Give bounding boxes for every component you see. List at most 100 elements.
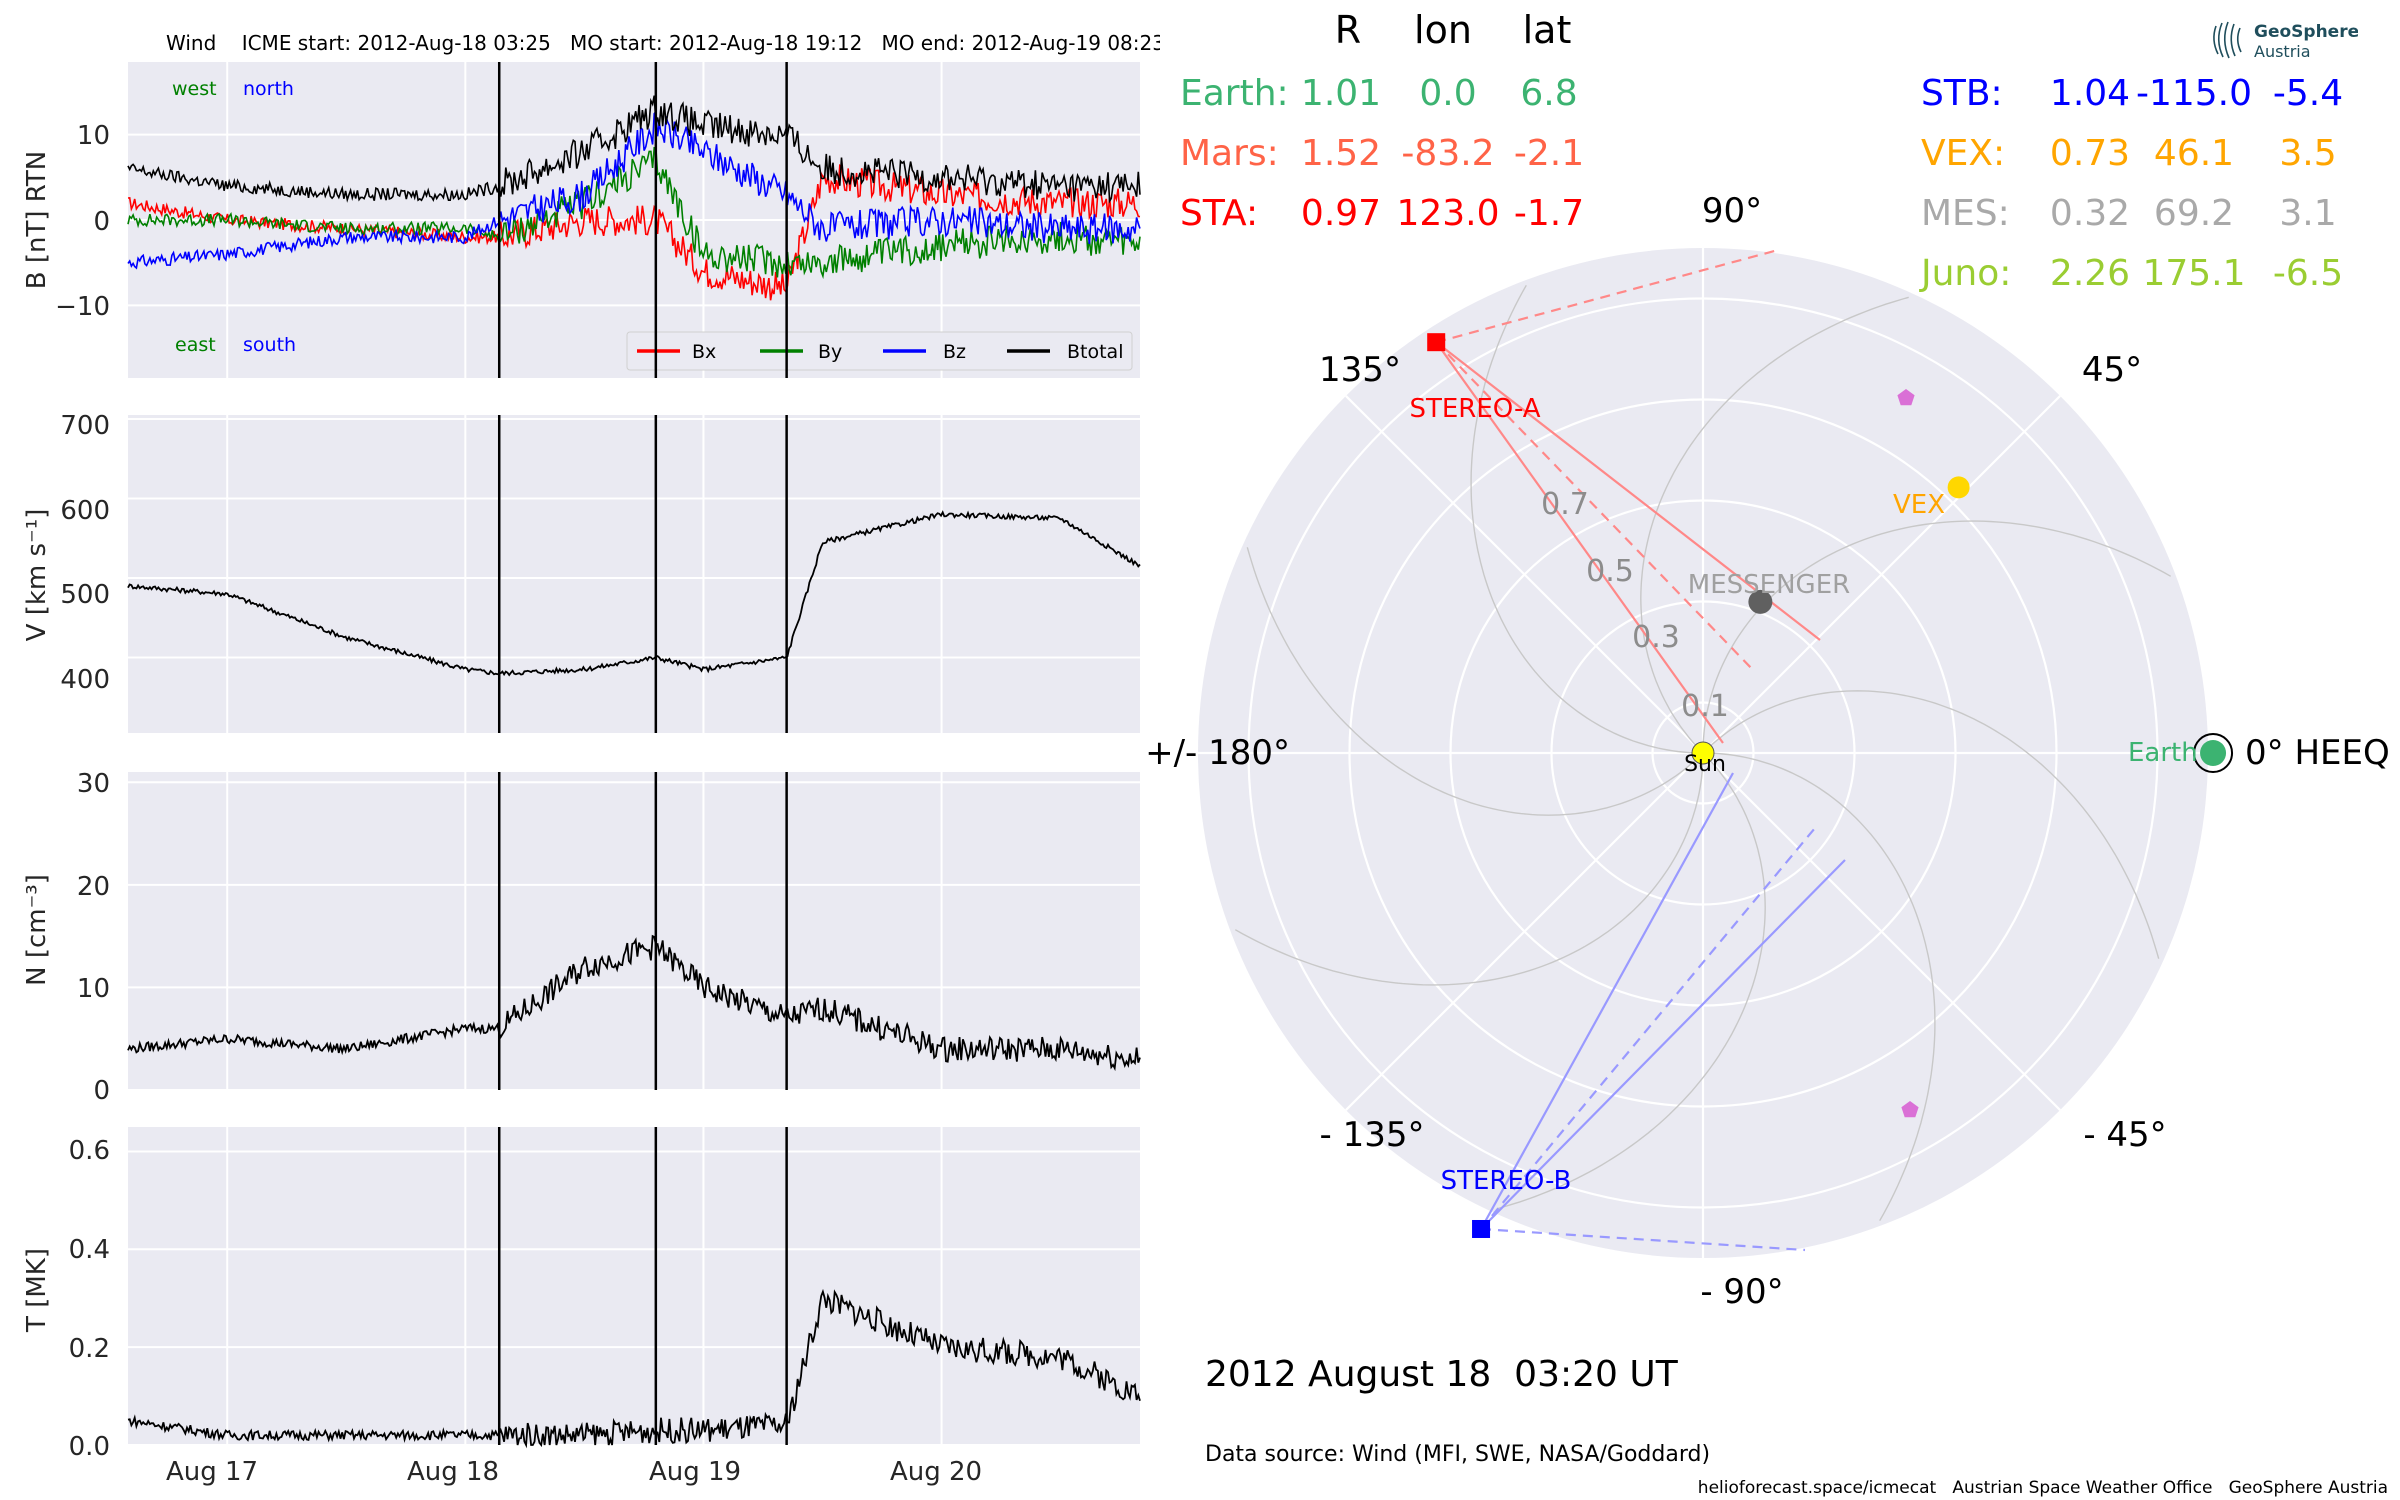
polar-spoke-3 — [1345, 395, 2061, 1111]
table-earth-r: 1.01 — [1301, 73, 1381, 114]
legend-by: By — [818, 341, 842, 363]
table-vex-name: VEX: — [1921, 133, 2005, 174]
footer: helioforecast.space/icmecat Austrian Spa… — [1698, 1478, 2388, 1498]
angle-135: 135° — [1319, 350, 1401, 390]
stb-fov-edge-1 — [1480, 772, 1734, 1230]
polar-bodies — [1427, 333, 2234, 1238]
panel-n-grid — [128, 772, 1140, 1091]
sta-fov-edge-1 — [1435, 341, 1724, 744]
table-left-rows: Earth: 1.01 0.0 6.8 Mars: 1.52 -83.2 -2.1 STA: 0.… — [1180, 73, 1584, 234]
stb-sun-line — [1480, 1227, 1806, 1252]
positions-table: R lon lat Earth: 1.01 0.0 6.8 Mars: 1.52 -83.2… — [1180, 8, 2343, 294]
spiral-lines — [1234, 284, 2172, 1222]
panel-v-series — [127, 510, 1141, 677]
rlabel-07: 0.7 — [1541, 487, 1589, 522]
panel-n-ytick-0: 0 — [93, 1076, 110, 1106]
polar-grid — [1198, 248, 2208, 1258]
table-stb-lat: -5.4 — [2273, 73, 2343, 114]
panel-n-ytick-10: 10 — [77, 974, 110, 1004]
panel-t-ylabel: T [MK] — [22, 1248, 52, 1333]
table-sta-lat: -1.7 — [1514, 193, 1584, 234]
parker-spiral-3 — [1640, 296, 1909, 747]
label-vex: VEX — [1893, 490, 1945, 520]
parker-spiral-0 — [1713, 752, 1936, 1222]
polar-ring-2 — [1449, 499, 1957, 1007]
parker-spiral-1 — [1709, 690, 2160, 959]
panel-b: B [nT] RTN 10 0 −10 west north east sout… — [22, 62, 1141, 378]
angle-45: 45° — [2082, 350, 2142, 390]
series-v-v — [127, 510, 1141, 677]
series-n-n — [127, 934, 1141, 1072]
table-earth-lon: 0.0 — [1419, 73, 1476, 114]
logo-line1: GeoSphere — [2254, 22, 2358, 42]
table-juno-lat: -6.5 — [2273, 253, 2343, 294]
series-b-bz — [127, 109, 1141, 270]
panel-v-ylabel: V [km s⁻¹] — [22, 509, 52, 642]
table-juno-r: 2.26 — [2050, 253, 2130, 294]
table-sta-r: 0.97 — [1301, 193, 1381, 234]
series-t-t — [127, 1288, 1141, 1449]
table-mars-r: 1.52 — [1301, 133, 1381, 174]
table-stb-r: 1.04 — [2050, 73, 2130, 114]
polar-angle-labels: 90° 45° 135° 0° HEEQ +/- 180° - 135° - 4… — [1145, 191, 2390, 1312]
parker-spiral-5 — [1246, 547, 1697, 816]
panel-t-grid — [128, 1127, 1140, 1446]
panel-n-series — [127, 934, 1141, 1072]
angle-m45: - 45° — [2083, 1115, 2166, 1155]
sta-fov-center — [1435, 341, 1756, 673]
panel-v-ytick-400: 400 — [60, 665, 110, 695]
earth-marker — [2200, 740, 2227, 766]
xtick-aug19: Aug 19 — [649, 1457, 741, 1487]
panel-t-ytick-04: 0.4 — [69, 1235, 110, 1265]
stereo-b-marker — [1472, 1219, 1491, 1238]
series-b-btotal — [127, 95, 1141, 204]
table-mes-r: 0.32 — [2050, 193, 2130, 234]
polar-ring-1 — [1550, 600, 1856, 906]
table-right-rows: STB: 1.04 -115.0 -5.4 VEX: 0.73 46.1 3.5 MES: 0.3… — [1919, 73, 2343, 294]
label-earth: Earth — [2128, 738, 2198, 768]
table-earth-lat: 6.8 — [1520, 73, 1577, 114]
sun-outline — [1691, 741, 1715, 765]
messenger-marker — [1748, 589, 1773, 614]
panel-t-ytick-02: 0.2 — [69, 1334, 110, 1364]
parker-spiral-4 — [1470, 284, 1693, 754]
logo-mark-icon — [2213, 21, 2242, 59]
fov-lines — [1435, 248, 1846, 1252]
sun-marker — [1692, 742, 1714, 764]
panel-t-ytick-06: 0.6 — [69, 1136, 110, 1166]
panel-v-ytick-600: 600 — [60, 496, 110, 526]
label-messenger: MESSENGER — [1688, 570, 1850, 600]
sta-sun-line — [1435, 248, 1779, 344]
panel-b-ytick-m10: −10 — [55, 292, 110, 322]
timeseries-figure: B [nT] RTN 10 0 −10 west north east sout… — [22, 31, 1160, 1487]
table-mes-lon: 69.2 — [2154, 193, 2234, 234]
chart-header: Wind ICME start: 2012-Aug-18 03:25 MO st… — [166, 31, 1160, 55]
table-mars-name: Mars: — [1180, 133, 1279, 174]
label-east: east — [175, 334, 216, 356]
table-sta-lon: 123.0 — [1396, 193, 1499, 234]
vex-marker — [1947, 476, 1970, 499]
panel-b-legend: Bx By Bz Btotal — [626, 331, 1133, 371]
angle-0: 0° HEEQ — [2245, 733, 2390, 773]
table-vex-r: 0.73 — [2050, 133, 2130, 174]
pentagon-marker-2 — [1901, 1101, 1919, 1118]
panel-n-ytick-20: 20 — [77, 872, 110, 902]
table-mars-lat: -2.1 — [1514, 133, 1584, 174]
xtick-aug17: Aug 17 — [166, 1457, 258, 1487]
table-mars-lon: -83.2 — [1401, 133, 1494, 174]
table-mes-name: MES: — [1921, 193, 2010, 234]
polar-ring-3 — [1348, 398, 2058, 1108]
polar-plot: 90° 45° 135° 0° HEEQ +/- 180° - 135° - 4… — [1145, 191, 2390, 1312]
panel-b-ytick-10: 10 — [77, 121, 110, 151]
panel-n-ytick-30: 30 — [77, 769, 110, 799]
data-source: Data source: Wind (MFI, SWE, NASA/Goddar… — [1205, 1442, 1710, 1467]
panel-v-grid — [128, 415, 1140, 733]
label-sun: Sun — [1684, 752, 1726, 777]
polar-ring-4 — [1247, 297, 2159, 1209]
label-west: west — [172, 78, 217, 100]
legend-bz: Bz — [943, 341, 966, 363]
polar-radial-labels: 0.1 0.3 0.5 0.7 — [1541, 487, 1729, 724]
panel-n-ylabel: N [cm⁻³] — [22, 874, 52, 986]
event-lines — [497, 62, 788, 1445]
table-stb-lon: -115.0 — [2136, 73, 2252, 114]
